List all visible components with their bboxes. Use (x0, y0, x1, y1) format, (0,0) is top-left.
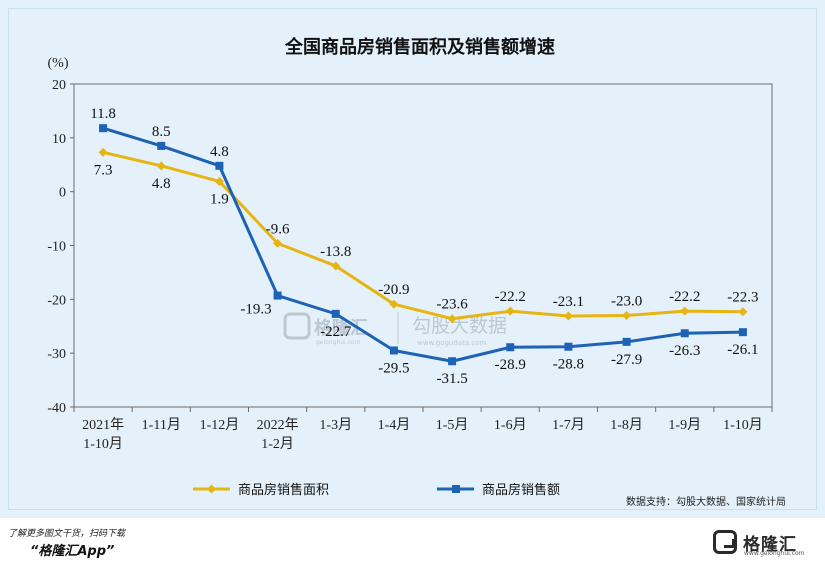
footer-brand-logo: 格隆汇 www.gelonghui.com (713, 528, 817, 558)
data-point-0 (331, 261, 341, 271)
x-tick-label: 1-8月 (610, 417, 643, 433)
data-point-1 (622, 337, 631, 346)
x-tick-label: 1-10月 (723, 417, 763, 433)
data-label: 4.8 (210, 144, 229, 160)
data-point-0 (680, 306, 690, 316)
data-label: -22.2 (495, 289, 526, 305)
chart-title: 全国商品房销售面积及销售额增速 (284, 36, 555, 58)
x-tick-label: 1-2月 (261, 436, 294, 452)
data-point-0 (447, 314, 457, 324)
data-point-0 (389, 299, 399, 309)
x-tick-label: 1-5月 (436, 417, 469, 433)
footer-brand-name: 格隆汇 (743, 535, 797, 555)
x-tick-label: 1-11月 (142, 417, 181, 433)
x-tick-label: 1-3月 (319, 417, 352, 433)
data-label: 11.8 (90, 106, 116, 122)
legend: 商品房销售面积 商品房销售额 (193, 482, 560, 498)
footer-brand-domain: www.gelonghui.com (744, 550, 805, 557)
data-point-0 (214, 176, 224, 186)
x-tick-label: 1-12月 (200, 417, 240, 433)
watermark-brand-logo (283, 312, 311, 340)
data-label: 1.9 (210, 191, 229, 207)
data-label: -19.3 (240, 302, 271, 318)
footer-app-name: “格隆汇App” (30, 544, 115, 559)
footer-promo-text: 了解更多图文干货，扫码下载 (8, 529, 126, 539)
data-point-1 (157, 141, 166, 150)
x-tick-label: 1-4月 (378, 417, 411, 433)
chart-frame (8, 8, 817, 510)
data-label: -23.0 (611, 293, 642, 309)
brand-mark-icon (713, 530, 737, 554)
data-label: -23.6 (436, 297, 468, 313)
series-line-1 (102, 126, 743, 363)
data-point-1 (738, 328, 747, 337)
data-label: -26.3 (669, 343, 700, 359)
watermark-data-brand: 勾股大数据 (412, 315, 507, 337)
data-point-0 (622, 310, 632, 320)
x-tick-label: 1-7月 (552, 417, 585, 433)
legend-label-area: 商品房销售面积 (238, 482, 329, 498)
legend-marker-sales (452, 485, 460, 493)
data-label: -20.9 (378, 282, 409, 298)
data-point-1 (389, 346, 398, 355)
series-line-0 (102, 150, 743, 321)
watermark-data-domain: www.gogudata.com (417, 339, 486, 347)
data-label: -23.1 (553, 294, 584, 310)
data-point-1 (273, 291, 282, 300)
data-label: -9.6 (266, 221, 290, 237)
x-tick-label: 1-10月 (83, 436, 123, 452)
y-tick-label: 20 (52, 78, 66, 93)
data-point-0 (563, 311, 573, 321)
data-point-1 (215, 161, 224, 170)
data-label: -22.2 (669, 289, 700, 305)
data-point-0 (98, 147, 108, 157)
data-label: -26.1 (727, 342, 758, 358)
y-tick-label: -30 (47, 347, 66, 362)
data-point-1 (506, 343, 515, 352)
watermark: 格隆汇 gelonghui.com 勾股大数据 www.gogudata.com (283, 312, 507, 347)
data-label: 8.5 (152, 124, 171, 140)
data-label: 4.8 (152, 176, 171, 192)
y-tick-label: 0 (59, 186, 66, 201)
data-point-0 (505, 306, 515, 316)
footer: 了解更多图文干货，扫码下载 “格隆汇App” 格隆汇 www.gelonghui… (0, 518, 825, 565)
y-tick-label: -10 (47, 240, 66, 255)
data-point-0 (273, 238, 283, 248)
legend-label-sales: 商品房销售额 (482, 482, 560, 498)
data-label: -22.7 (320, 324, 352, 340)
y-tick-label: 10 (52, 132, 66, 147)
legend-marker-area (207, 484, 216, 494)
data-label: -29.5 (378, 360, 409, 376)
data-point-1 (564, 342, 573, 351)
y-tick-label: -20 (47, 293, 66, 308)
watermark-brand-name: 格隆汇 (314, 317, 368, 339)
data-label: -22.3 (727, 290, 758, 306)
data-point-0 (156, 161, 166, 171)
data-label: 7.3 (94, 162, 113, 178)
watermark-brand-domain: gelonghui.com (316, 339, 361, 346)
data-label: -28.8 (553, 357, 584, 373)
line-chart: 全国商品房销售面积及销售额增速 (%) 格隆汇 gelonghui.com 勾股… (47, 36, 786, 508)
x-tick-label: 2021年 (82, 417, 124, 433)
x-tick-label: 1-6月 (494, 417, 527, 433)
y-axis-unit: (%) (48, 56, 69, 71)
x-tick-label: 1-9月 (668, 417, 701, 433)
data-point-1 (448, 357, 457, 366)
data-point-1 (331, 309, 340, 318)
source-note: 数据支持：勾股大数据、国家统计局 (626, 495, 786, 508)
data-point-1 (680, 329, 689, 338)
y-tick-label: -40 (47, 401, 66, 416)
plot-area-border (73, 83, 773, 408)
data-point-1 (99, 124, 108, 133)
chart-panel: 全国商品房销售面积及销售额增速 (%) 格隆汇 gelonghui.com 勾股… (0, 0, 825, 518)
data-label: -27.9 (611, 352, 642, 368)
data-label: -13.8 (320, 244, 351, 260)
data-point-0 (738, 307, 748, 317)
data-label: -28.9 (495, 357, 526, 373)
data-label: -31.5 (436, 371, 467, 387)
x-tick-label: 2022年 (257, 417, 299, 433)
